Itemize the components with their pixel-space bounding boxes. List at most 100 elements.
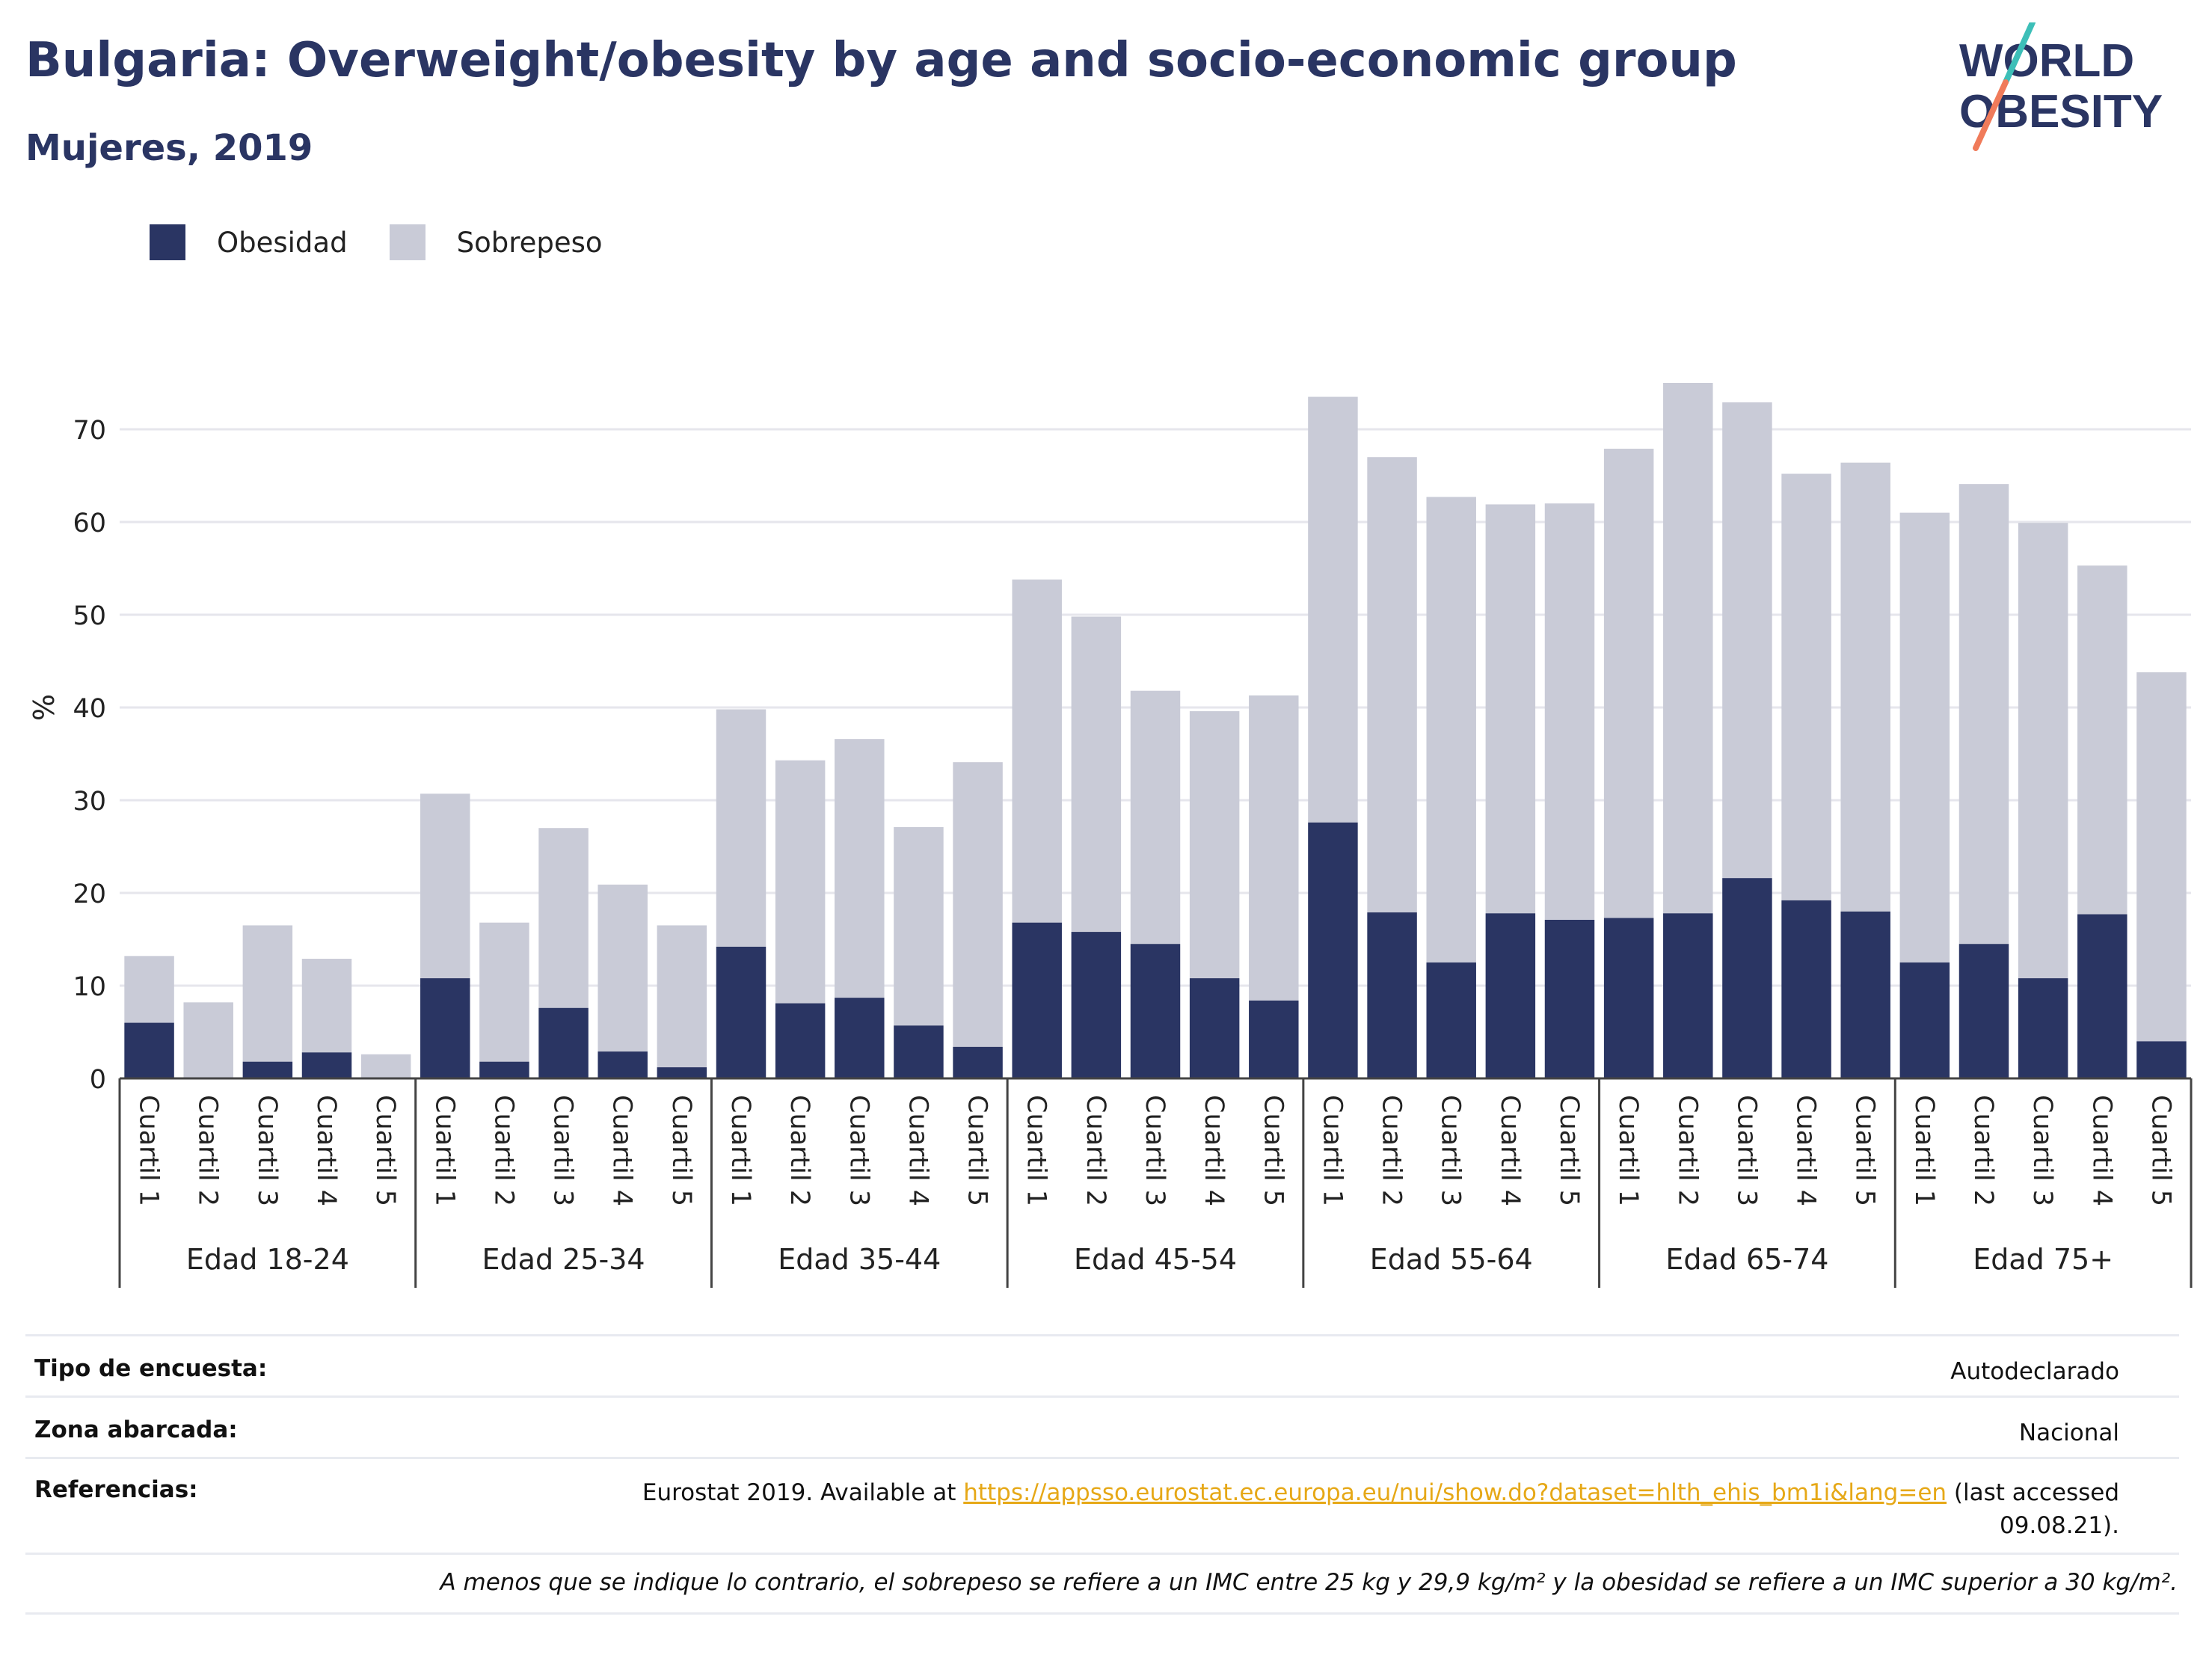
- y-tick-label: 60: [73, 509, 106, 538]
- x-tick-label: Cuartil 4: [2086, 1095, 2116, 1206]
- x-tick-label: Cuartil 5: [2145, 1095, 2175, 1206]
- bar-obesidad: [1544, 919, 1595, 1078]
- bar-sobrepeso: [1485, 504, 1536, 914]
- bar-sobrepeso: [360, 1054, 411, 1078]
- bar-obesidad: [538, 1007, 589, 1078]
- x-tick-label: Cuartil 2: [488, 1095, 518, 1206]
- meta-val-survey: Autodeclarado: [1950, 1358, 2119, 1385]
- bar-obesidad: [775, 1003, 826, 1078]
- bar-sobrepeso: [2136, 672, 2187, 1042]
- bar-obesidad: [1012, 922, 1062, 1078]
- bar-obesidad: [657, 1067, 707, 1078]
- group-label: Edad 65-74: [1665, 1243, 1828, 1276]
- x-tick-label: Cuartil 4: [311, 1095, 341, 1206]
- reference-date: 09.08.21).: [2000, 1512, 2119, 1539]
- bar-sobrepeso: [124, 956, 174, 1023]
- legend-swatch-sobrepeso: [389, 224, 425, 260]
- bar-obesidad: [1840, 911, 1890, 1078]
- stacked-bar-chart: 0 10 20 30 40 50 60 70% Cuartil 1 Cuartil 2 Cuarti…: [28, 383, 2193, 1288]
- x-tick-label: Cuartil 3: [1731, 1095, 1761, 1206]
- bar-sobrepeso: [420, 793, 470, 979]
- x-tick-label: Cuartil 4: [607, 1095, 637, 1206]
- x-tick-label: Cuartil 3: [2027, 1095, 2057, 1206]
- x-tick-label: Cuartil 2: [784, 1095, 814, 1206]
- x-tick-label: Cuartil 2: [1968, 1095, 1998, 1206]
- x-tick-label: Cuartil 2: [1377, 1095, 1407, 1206]
- y-tick-label: 40: [73, 694, 106, 724]
- bar-sobrepeso: [597, 884, 648, 1052]
- bar-sobrepeso: [894, 826, 944, 1026]
- bar-sobrepeso: [1308, 396, 1358, 823]
- bar-obesidad: [1722, 878, 1772, 1078]
- bar-sobrepeso: [716, 709, 766, 947]
- x-tick-label: Cuartil 1: [1909, 1095, 1939, 1206]
- bar-obesidad: [716, 946, 766, 1078]
- bar-obesidad: [953, 1046, 1003, 1078]
- bar-sobrepeso: [953, 762, 1003, 1047]
- y-tick-label: 20: [73, 879, 106, 909]
- legend-label-obesidad: Obesidad: [217, 226, 348, 259]
- bar-obesidad: [1308, 822, 1358, 1078]
- legend-swatch-obesidad: [150, 224, 185, 260]
- meta-val-area: Nacional: [2018, 1419, 2119, 1446]
- bar-obesidad: [597, 1051, 648, 1078]
- bar-sobrepeso: [1189, 710, 1240, 979]
- divider: [25, 1334, 2179, 1336]
- bar-sobrepeso: [1130, 690, 1181, 945]
- logo-text-world: WORLD: [1959, 35, 2134, 87]
- meta-key-area: Zona abarcada:: [34, 1416, 238, 1443]
- bar-sobrepeso: [835, 739, 885, 998]
- bar-obesidad: [1426, 962, 1476, 1078]
- bar-sobrepeso: [1840, 462, 1890, 912]
- footnote: A menos que se indique lo contrario, el …: [440, 1569, 2178, 1596]
- x-tick-label: Cuartil 2: [193, 1095, 223, 1206]
- x-tick-label: Cuartil 3: [252, 1095, 282, 1206]
- bar-obesidad: [1603, 918, 1654, 1078]
- bar-sobrepeso: [1544, 503, 1595, 920]
- x-tick-label: Cuartil 5: [1554, 1095, 1584, 1206]
- bar-sobrepeso: [479, 922, 529, 1062]
- chart-title: Bulgaria: Overweight/obesity by age and …: [25, 33, 1737, 88]
- x-tick-label: Cuartil 4: [1791, 1095, 1821, 1206]
- bar-sobrepeso: [1367, 457, 1417, 913]
- chart-legend: Obesidad Sobrepeso: [150, 223, 645, 262]
- legend-item-obesidad: Obesidad: [150, 224, 348, 260]
- y-tick-label: 50: [73, 601, 106, 631]
- x-tick-label: Cuartil 1: [134, 1095, 164, 1206]
- bar-sobrepeso: [1722, 402, 1772, 879]
- divider: [25, 1553, 2179, 1555]
- x-tick-label: Cuartil 2: [1672, 1095, 1702, 1206]
- bar-sobrepeso: [183, 1002, 233, 1078]
- bar-sobrepeso: [1781, 473, 1831, 900]
- bar-sobrepeso: [538, 828, 589, 1008]
- reference-suffix: (last accessed: [1953, 1479, 2119, 1506]
- x-tick-label: Cuartil 3: [548, 1095, 578, 1206]
- bar-sobrepeso: [1603, 449, 1654, 918]
- bar-obesidad: [1781, 900, 1831, 1078]
- bar-sobrepeso: [1663, 383, 1713, 914]
- group-label: Edad 45-54: [1074, 1243, 1237, 1276]
- chart-subtitle: Mujeres, 2019: [25, 127, 313, 169]
- reference-link[interactable]: https://appsso.eurostat.ec.europa.eu/nui…: [963, 1479, 1947, 1506]
- divider: [25, 1457, 2179, 1459]
- x-tick-label: Cuartil 4: [1199, 1095, 1229, 1206]
- x-tick-label: Cuartil 1: [429, 1095, 459, 1206]
- bar-sobrepeso: [1249, 695, 1299, 1001]
- bar-obesidad: [1249, 1000, 1299, 1078]
- divider: [25, 1612, 2179, 1615]
- bar-obesidad: [2136, 1041, 2187, 1078]
- y-axis-label: %: [28, 694, 61, 721]
- bar-sobrepeso: [1426, 497, 1476, 962]
- bar-obesidad: [1958, 944, 2009, 1078]
- x-tick-label: Cuartil 4: [1495, 1095, 1525, 1206]
- x-tick-label: Cuartil 5: [962, 1095, 992, 1206]
- legend-label-sobrepeso: Sobrepeso: [456, 226, 603, 259]
- x-tick-label: Cuartil 2: [1081, 1095, 1110, 1206]
- bar-obesidad: [1485, 913, 1536, 1078]
- bar-obesidad: [1367, 912, 1417, 1078]
- bar-sobrepeso: [301, 959, 352, 1053]
- x-tick-label: Cuartil 3: [844, 1095, 873, 1206]
- bar-obesidad: [242, 1061, 293, 1078]
- divider: [25, 1395, 2179, 1398]
- x-tick-label: Cuartil 3: [1140, 1095, 1170, 1206]
